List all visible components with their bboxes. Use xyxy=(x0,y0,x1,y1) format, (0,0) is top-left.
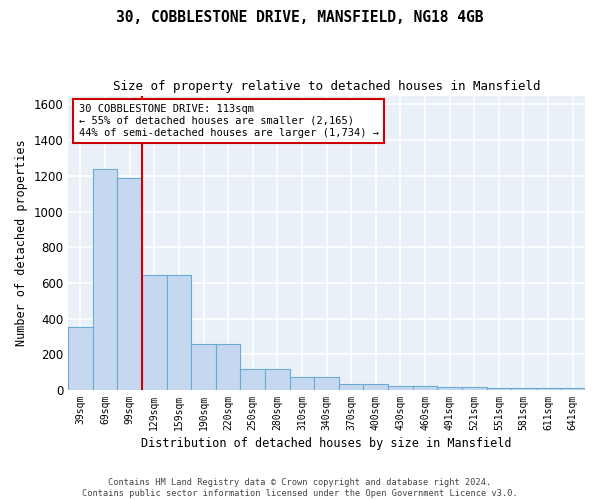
Bar xyxy=(93,168,118,390)
Bar xyxy=(68,326,93,390)
Text: Contains HM Land Registry data © Crown copyright and database right 2024.
Contai: Contains HM Land Registry data © Crown c… xyxy=(82,478,518,498)
Bar xyxy=(241,368,265,390)
Bar xyxy=(437,388,462,390)
Bar xyxy=(462,388,487,390)
Bar xyxy=(216,344,241,390)
Bar xyxy=(167,275,191,390)
Bar xyxy=(142,275,167,390)
Text: 30, COBBLESTONE DRIVE, MANSFIELD, NG18 4GB: 30, COBBLESTONE DRIVE, MANSFIELD, NG18 4… xyxy=(116,10,484,25)
Bar xyxy=(388,386,413,390)
Y-axis label: Number of detached properties: Number of detached properties xyxy=(15,140,28,346)
Bar xyxy=(511,388,536,390)
Bar xyxy=(364,384,388,390)
Bar xyxy=(290,376,314,390)
Bar xyxy=(118,178,142,390)
Bar xyxy=(339,384,364,390)
Title: Size of property relative to detached houses in Mansfield: Size of property relative to detached ho… xyxy=(113,80,541,93)
Bar xyxy=(413,386,437,390)
Text: 30 COBBLESTONE DRIVE: 113sqm
← 55% of detached houses are smaller (2,165)
44% of: 30 COBBLESTONE DRIVE: 113sqm ← 55% of de… xyxy=(79,104,379,138)
Bar xyxy=(487,388,511,390)
Bar xyxy=(265,368,290,390)
Bar xyxy=(536,388,560,390)
Bar xyxy=(560,388,585,390)
X-axis label: Distribution of detached houses by size in Mansfield: Distribution of detached houses by size … xyxy=(142,437,512,450)
Bar xyxy=(191,344,216,390)
Bar xyxy=(314,376,339,390)
